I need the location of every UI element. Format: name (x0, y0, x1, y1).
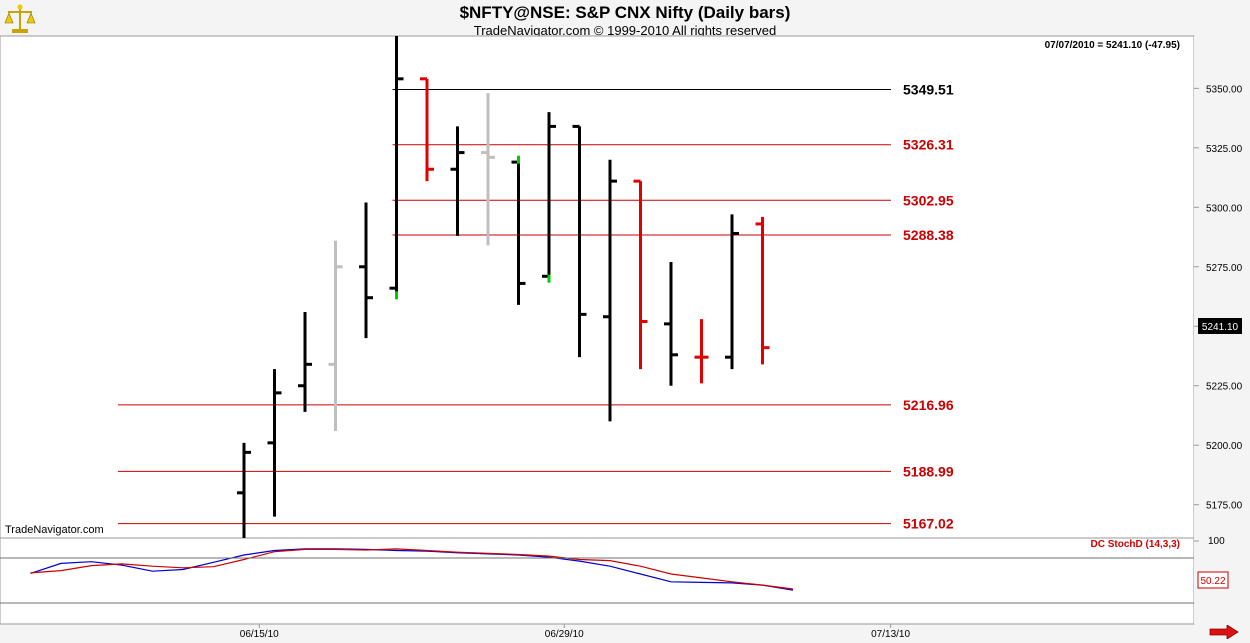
level-label-0: 5349.51 (903, 82, 954, 98)
ohlc-bar-8 (481, 93, 495, 246)
ohlc-bar-3 (328, 240, 343, 431)
y-tick-label-5: 5300.00 (1206, 203, 1243, 214)
level-label-2: 5302.95 (903, 192, 954, 208)
y-tick-label-7: 5350.00 (1206, 84, 1243, 95)
y-tick-label-6: 5325.00 (1206, 144, 1243, 155)
price-panel[interactable] (0, 35, 1195, 539)
ohlc-bar-1 (267, 369, 282, 517)
x-tick-label-2: 07/13/10 (871, 629, 910, 640)
stoch-value-label: 50.22 (1200, 576, 1225, 587)
chart-title: $NFTY@NSE: S&P CNX Nifty (Daily bars) (459, 3, 791, 22)
ohlc-bar-2 (298, 311, 312, 412)
scroll-right-arrow-icon[interactable] (1209, 625, 1239, 639)
last-price-label: 5241.10 (1202, 322, 1239, 333)
stoch-series-0 (30, 548, 794, 591)
stoch-axis-label: 100 (1208, 536, 1225, 547)
ohlc-bar-14 (664, 262, 678, 386)
ohlc-bar-17 (755, 216, 770, 365)
ohlc-bar-7 (450, 126, 465, 236)
copyright-notice: TradeNavigator.com © 1999-2010 All right… (473, 23, 777, 38)
ohlc-bar-13 (633, 179, 648, 370)
y-tick-label-4: 5275.00 (1206, 263, 1243, 274)
ohlc-bar-15 (694, 319, 709, 384)
level-label-6: 5167.02 (903, 516, 954, 532)
y-tick-label-0: 5175.00 (1206, 501, 1243, 512)
x-tick-label-0: 06/15/10 (240, 629, 279, 640)
x-tick-label-1: 06/29/10 (545, 629, 584, 640)
indicator-panel[interactable] (0, 537, 1195, 625)
y-tick-label-2: 5225.00 (1206, 382, 1243, 393)
level-label-4: 5216.96 (903, 397, 954, 413)
stoch-series-1 (30, 548, 794, 590)
last-price-box (1198, 318, 1242, 334)
ohlc-bar-5 (389, 36, 404, 298)
stoch-label: DC StochD (14,3,3) (1091, 539, 1180, 550)
ohlc-bar-16 (725, 214, 739, 370)
level-label-5: 5188.99 (903, 463, 954, 479)
y-tick-label-1: 5200.00 (1206, 441, 1243, 452)
ohlc-bar-6 (420, 77, 434, 182)
level-label-3: 5288.38 (903, 227, 954, 243)
ohlc-bar-12 (603, 159, 617, 422)
ohlc-bar-4 (359, 202, 373, 339)
ohlc-bar-0 (237, 442, 251, 538)
price-info-label: 07/07/2010 = 5241.10 (-47.95) (1045, 40, 1180, 51)
watermark-label: TradeNavigator.com (5, 524, 104, 536)
stoch-value-box (1197, 571, 1229, 589)
level-label-1: 5326.31 (903, 137, 954, 153)
ohlc-bar-11 (572, 124, 587, 358)
scales-logo-icon[interactable] (2, 3, 38, 37)
